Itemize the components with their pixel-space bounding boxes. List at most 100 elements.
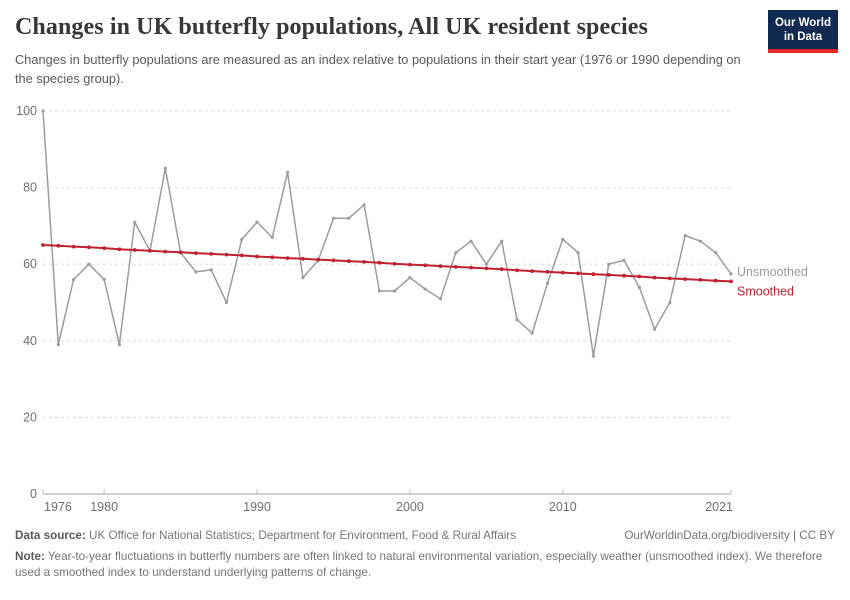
chart-note: Note: Year-to-year fluctuations in butte… bbox=[15, 549, 827, 581]
logo-line1: Our World bbox=[774, 17, 831, 29]
data-point bbox=[132, 248, 137, 252]
data-point bbox=[469, 239, 473, 243]
data-point bbox=[668, 300, 672, 305]
data-point bbox=[270, 235, 274, 239]
data-point bbox=[56, 243, 61, 248]
data-point bbox=[453, 265, 458, 269]
data-point bbox=[163, 166, 167, 170]
x-tick-label: 1980 bbox=[90, 500, 118, 514]
data-point bbox=[148, 248, 152, 253]
data-point bbox=[87, 245, 91, 250]
data-point bbox=[301, 276, 305, 280]
data-point bbox=[41, 109, 45, 113]
data-point bbox=[729, 279, 733, 284]
chart-header: Changes in UK butterfly populations, All… bbox=[15, 14, 835, 88]
chart-title: Changes in UK butterfly populations, All… bbox=[15, 14, 648, 40]
data-point bbox=[392, 261, 397, 266]
y-tick-label: 0 bbox=[30, 487, 37, 501]
y-tick-label: 80 bbox=[23, 181, 37, 195]
data-point bbox=[469, 265, 473, 270]
note-label: Note: bbox=[15, 549, 45, 563]
y-tick-label: 40 bbox=[23, 334, 37, 348]
data-point bbox=[515, 318, 519, 322]
owid-link: OurWorldinData.org/biodiversity | CC BY bbox=[624, 529, 835, 542]
data-point bbox=[393, 289, 397, 293]
y-axis: 0 20 40 60 80 100 bbox=[16, 104, 731, 501]
data-point bbox=[178, 250, 183, 255]
data-point bbox=[163, 249, 168, 254]
data-point bbox=[301, 256, 305, 261]
data-point bbox=[423, 287, 427, 291]
data-point bbox=[362, 203, 366, 207]
data-point bbox=[346, 259, 351, 263]
x-tick-label: 1990 bbox=[243, 500, 271, 514]
owid-logo: Our World in Data bbox=[767, 10, 838, 53]
data-point bbox=[545, 281, 550, 285]
unsmoothed-line bbox=[42, 110, 732, 357]
data-point bbox=[102, 246, 107, 251]
y-tick-label: 60 bbox=[23, 257, 37, 271]
data-point bbox=[530, 269, 535, 273]
smoothed-line bbox=[42, 244, 732, 283]
data-point bbox=[286, 170, 290, 174]
data-point bbox=[255, 254, 259, 259]
data-point bbox=[607, 262, 611, 266]
data-point bbox=[224, 300, 229, 305]
data-source-label: Data source: bbox=[15, 529, 86, 542]
chart-footer: Data source: UK Office for National Stat… bbox=[15, 528, 835, 580]
data-point bbox=[71, 244, 76, 249]
y-tick-label: 100 bbox=[16, 104, 37, 118]
data-point bbox=[408, 262, 412, 267]
data-point bbox=[438, 297, 443, 301]
data-point bbox=[347, 216, 351, 220]
data-point bbox=[515, 268, 519, 273]
data-point bbox=[438, 264, 443, 268]
data-point bbox=[683, 277, 687, 281]
data-point bbox=[560, 270, 565, 275]
data-point bbox=[698, 278, 703, 282]
data-point bbox=[209, 252, 214, 256]
unsmoothed-series: Unsmoothed bbox=[41, 109, 808, 358]
data-point bbox=[423, 263, 428, 268]
data-point bbox=[683, 233, 687, 238]
x-tick-label: 1976 bbox=[44, 500, 72, 514]
x-axis-ticks: 1976 1980 1990 2000 2010 2021 bbox=[42, 489, 733, 514]
data-point bbox=[194, 270, 198, 274]
data-point bbox=[240, 237, 244, 241]
data-point bbox=[117, 247, 122, 252]
data-point bbox=[255, 220, 259, 224]
data-point bbox=[316, 257, 321, 262]
data-point bbox=[239, 253, 244, 258]
data-point bbox=[591, 272, 596, 277]
data-point bbox=[499, 267, 504, 272]
data-point bbox=[714, 251, 718, 255]
plot-area: 0 20 40 60 80 100 1976 1980 1990 2000 2010 2021 Unsm… bbox=[16, 104, 808, 514]
data-source: Data source: UK Office for National Stat… bbox=[15, 528, 516, 544]
data-point bbox=[652, 275, 657, 280]
data-point bbox=[224, 252, 229, 257]
data-point bbox=[194, 251, 198, 256]
data-point bbox=[606, 273, 611, 277]
data-point bbox=[500, 239, 504, 243]
data-point bbox=[545, 270, 550, 274]
data-point bbox=[454, 251, 458, 255]
data-point bbox=[209, 268, 213, 272]
data-point bbox=[530, 331, 534, 335]
data-point bbox=[102, 277, 106, 282]
data-point bbox=[637, 274, 642, 279]
data-point bbox=[41, 243, 45, 247]
data-point bbox=[331, 258, 336, 263]
data-point bbox=[667, 276, 672, 281]
data-point bbox=[622, 258, 626, 262]
data-point bbox=[484, 266, 489, 271]
series-label-unsmoothed: Unsmoothed bbox=[737, 265, 808, 279]
data-point bbox=[377, 260, 382, 265]
data-point bbox=[576, 251, 580, 255]
data-point bbox=[285, 256, 290, 260]
data-point bbox=[637, 285, 641, 289]
data-point bbox=[331, 216, 336, 220]
smoothed-series: Smoothed bbox=[41, 243, 794, 298]
series-label-smoothed: Smoothed bbox=[737, 284, 794, 298]
data-point bbox=[270, 255, 275, 260]
